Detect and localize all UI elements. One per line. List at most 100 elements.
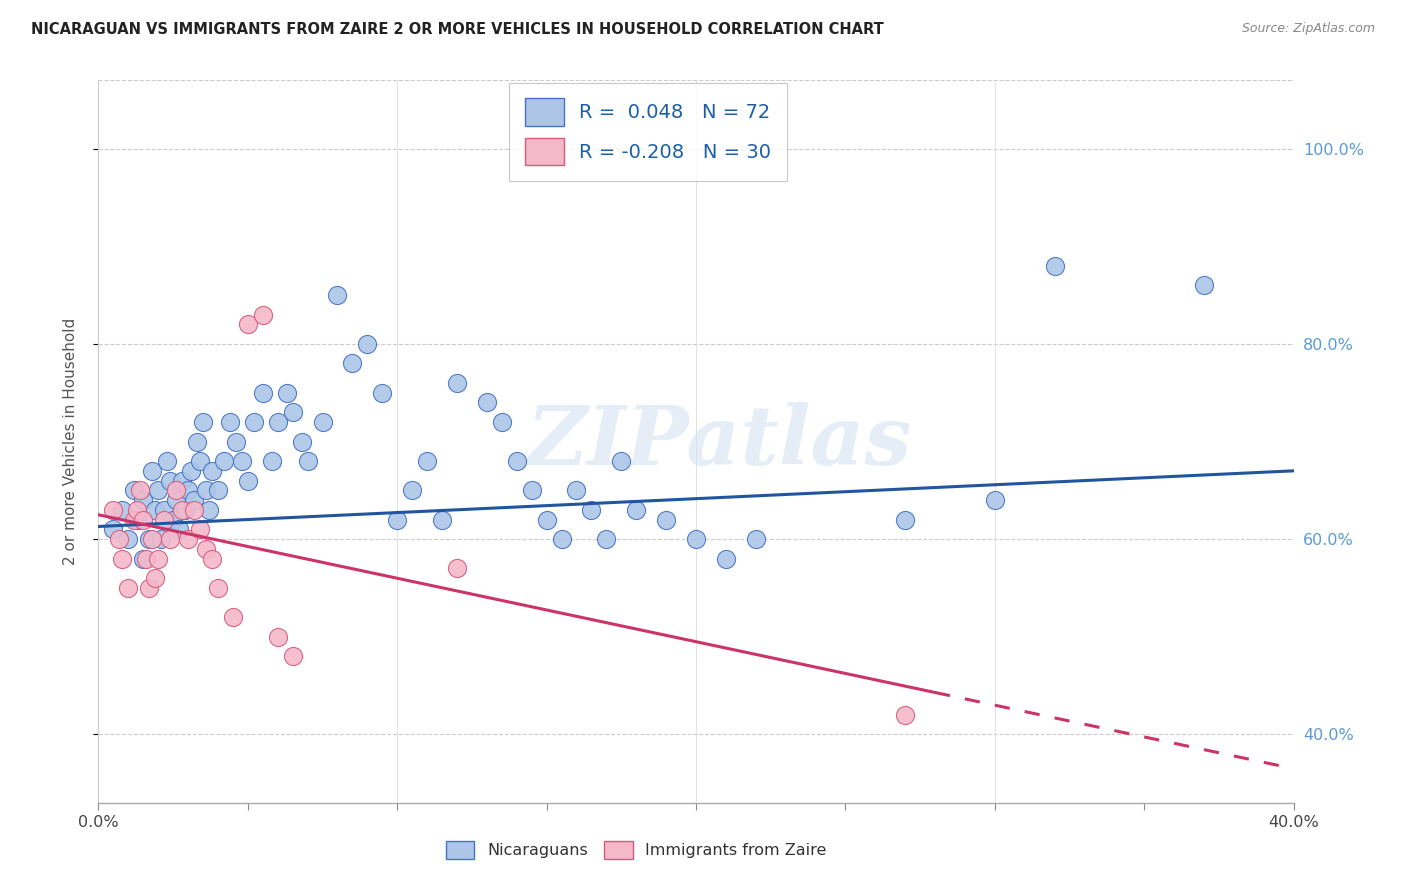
- Point: [177, 532, 200, 546]
- Point: [252, 385, 274, 400]
- Point: [132, 513, 155, 527]
- Text: ZIPatlas: ZIPatlas: [527, 401, 912, 482]
- Point: [195, 541, 218, 556]
- Point: [416, 454, 439, 468]
- Point: [267, 415, 290, 429]
- Point: [342, 356, 364, 370]
- Point: [111, 551, 134, 566]
- Point: [212, 454, 235, 468]
- Point: [581, 503, 603, 517]
- Point: [183, 503, 205, 517]
- Point: [201, 551, 224, 566]
- Point: [143, 503, 166, 517]
- Point: [311, 415, 333, 429]
- Point: [610, 454, 633, 468]
- Point: [491, 415, 513, 429]
- Point: [117, 532, 139, 546]
- Point: [356, 337, 378, 351]
- Point: [177, 483, 200, 498]
- Point: [191, 415, 214, 429]
- Point: [188, 454, 211, 468]
- Point: [167, 523, 190, 537]
- Point: [124, 483, 146, 498]
- Point: [141, 532, 163, 546]
- Point: [1043, 259, 1066, 273]
- Point: [714, 551, 737, 566]
- Point: [267, 630, 290, 644]
- Point: [291, 434, 314, 449]
- Point: [159, 532, 181, 546]
- Point: [138, 581, 160, 595]
- Point: [475, 395, 498, 409]
- Point: [236, 318, 259, 332]
- Point: [183, 493, 205, 508]
- Point: [565, 483, 588, 498]
- Point: [207, 581, 229, 595]
- Point: [1192, 278, 1215, 293]
- Point: [129, 483, 152, 498]
- Point: [111, 503, 134, 517]
- Text: NICARAGUAN VS IMMIGRANTS FROM ZAIRE 2 OR MORE VEHICLES IN HOUSEHOLD CORRELATION : NICARAGUAN VS IMMIGRANTS FROM ZAIRE 2 OR…: [31, 22, 884, 37]
- Point: [165, 483, 187, 498]
- Point: [172, 474, 194, 488]
- Point: [195, 483, 218, 498]
- Point: [385, 513, 409, 527]
- Point: [222, 610, 245, 624]
- Point: [127, 513, 149, 527]
- Point: [281, 649, 304, 664]
- Point: [745, 532, 768, 546]
- Point: [430, 513, 453, 527]
- Point: [108, 532, 131, 546]
- Point: [219, 415, 242, 429]
- Y-axis label: 2 or more Vehicles in Household: 2 or more Vehicles in Household: [63, 318, 77, 566]
- Point: [506, 454, 529, 468]
- Point: [124, 513, 146, 527]
- Point: [165, 493, 187, 508]
- Point: [260, 454, 283, 468]
- Point: [188, 523, 211, 537]
- Point: [148, 551, 170, 566]
- Point: [159, 474, 181, 488]
- Point: [326, 288, 349, 302]
- Point: [117, 581, 139, 595]
- Point: [225, 434, 247, 449]
- Point: [236, 474, 259, 488]
- Point: [162, 513, 184, 527]
- Point: [626, 503, 648, 517]
- Point: [186, 434, 208, 449]
- Point: [132, 493, 155, 508]
- Point: [252, 308, 274, 322]
- Point: [371, 385, 394, 400]
- Point: [243, 415, 266, 429]
- Point: [138, 532, 160, 546]
- Point: [655, 513, 678, 527]
- Point: [276, 385, 298, 400]
- Point: [550, 532, 572, 546]
- Point: [231, 454, 253, 468]
- Point: [150, 532, 173, 546]
- Point: [297, 454, 319, 468]
- Point: [201, 464, 224, 478]
- Point: [207, 483, 229, 498]
- Point: [103, 523, 125, 537]
- Point: [148, 483, 170, 498]
- Point: [446, 376, 468, 390]
- Point: [198, 503, 221, 517]
- Point: [174, 503, 197, 517]
- Point: [172, 503, 194, 517]
- Point: [156, 454, 179, 468]
- Text: Source: ZipAtlas.com: Source: ZipAtlas.com: [1241, 22, 1375, 36]
- Point: [180, 464, 202, 478]
- Legend: Nicaraguans, Immigrants from Zaire: Nicaraguans, Immigrants from Zaire: [437, 832, 835, 867]
- Point: [143, 571, 166, 585]
- Point: [520, 483, 543, 498]
- Point: [281, 405, 304, 419]
- Point: [984, 493, 1007, 508]
- Point: [894, 513, 917, 527]
- Point: [103, 503, 125, 517]
- Point: [153, 513, 176, 527]
- Point: [127, 503, 149, 517]
- Point: [446, 561, 468, 575]
- Point: [536, 513, 558, 527]
- Point: [685, 532, 707, 546]
